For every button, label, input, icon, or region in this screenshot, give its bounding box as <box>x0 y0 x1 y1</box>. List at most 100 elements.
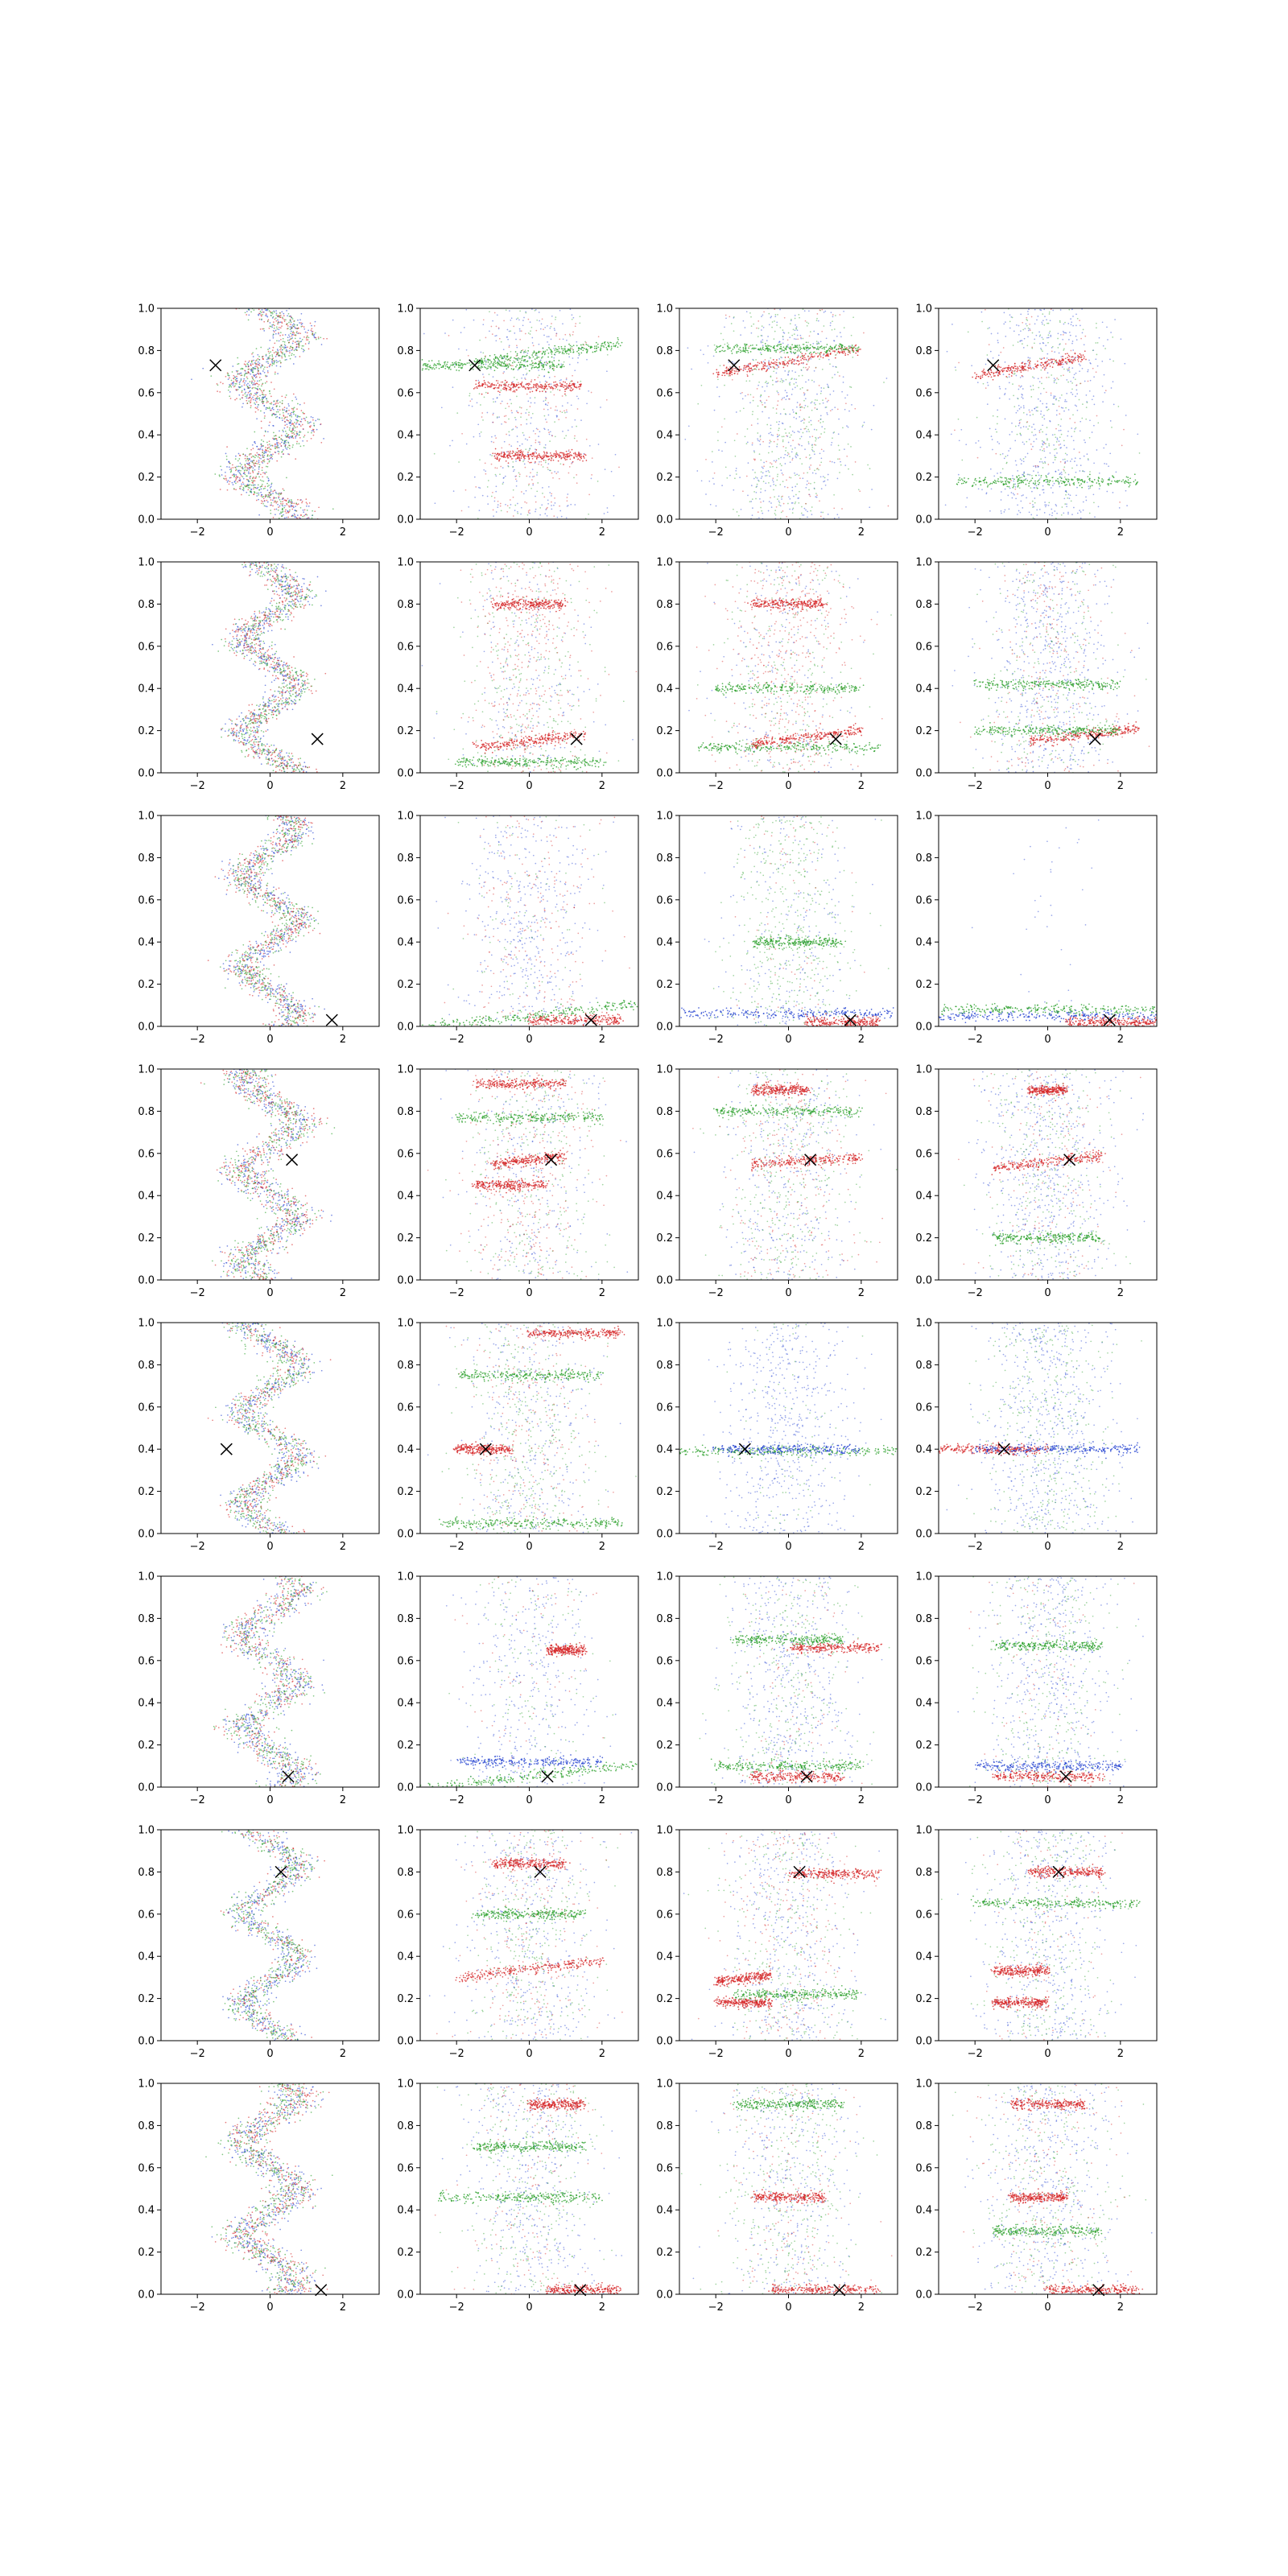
data-point <box>815 366 817 369</box>
data-point <box>1015 497 1017 500</box>
data-point <box>781 464 782 467</box>
data-point <box>270 448 272 451</box>
data-point <box>857 347 859 349</box>
data-point <box>447 361 448 363</box>
data-point <box>543 369 546 370</box>
data-point <box>254 486 256 489</box>
data-point <box>310 329 312 332</box>
data-point <box>556 349 559 351</box>
data-point <box>1022 441 1024 444</box>
data-point <box>711 451 713 452</box>
data-point <box>527 400 530 402</box>
data-point <box>257 357 259 360</box>
data-point <box>512 390 514 393</box>
data-point <box>525 312 527 314</box>
data-point <box>512 466 514 468</box>
data-point <box>485 336 487 339</box>
data-point <box>268 460 270 463</box>
data-point <box>729 316 731 318</box>
data-point <box>532 365 534 366</box>
data-point <box>311 430 313 431</box>
data-point <box>489 382 490 384</box>
data-point <box>494 435 496 437</box>
data-point <box>515 454 518 456</box>
data-point <box>785 398 787 401</box>
data-point <box>292 506 295 509</box>
data-point <box>229 481 231 482</box>
data-point <box>766 474 768 477</box>
data-point <box>490 366 493 368</box>
data-point <box>279 401 281 403</box>
data-point <box>458 366 460 369</box>
data-point <box>798 502 800 504</box>
data-point <box>484 462 486 464</box>
data-point <box>238 472 241 473</box>
data-point <box>487 361 489 363</box>
data-point <box>444 365 447 367</box>
data-point <box>796 483 799 485</box>
data-point <box>555 384 557 386</box>
data-point <box>804 448 806 450</box>
data-point <box>238 394 241 396</box>
data-point <box>501 362 503 364</box>
data-point <box>536 387 539 390</box>
data-point <box>508 434 510 436</box>
data-point <box>778 394 780 395</box>
data-point <box>733 508 734 510</box>
data-point <box>227 378 229 380</box>
data-point <box>745 351 746 353</box>
data-point <box>815 367 817 369</box>
data-point <box>829 350 831 353</box>
data-point <box>791 434 792 436</box>
data-point <box>465 349 468 351</box>
data-point <box>840 349 843 351</box>
data-point <box>829 348 831 349</box>
data-point <box>757 418 759 420</box>
data-point <box>550 459 552 461</box>
data-point <box>549 455 551 457</box>
data-point <box>235 455 237 457</box>
data-point <box>498 452 501 455</box>
data-point <box>816 342 818 345</box>
data-point <box>760 400 762 402</box>
data-point <box>508 389 510 390</box>
data-point <box>260 427 262 429</box>
data-point <box>281 322 283 324</box>
data-point <box>269 457 271 460</box>
data-point <box>478 486 480 489</box>
data-point <box>246 469 248 472</box>
data-point <box>1015 374 1018 377</box>
data-point <box>761 335 763 336</box>
data-point <box>269 325 271 328</box>
data-point <box>754 458 756 460</box>
data-point <box>863 421 865 423</box>
data-point <box>300 325 303 328</box>
data-point <box>296 514 299 516</box>
data-point <box>822 357 824 359</box>
subplot-r1-c1: −2 0 20.00.20.40.60.81.0 <box>138 303 380 539</box>
data-point <box>486 368 488 370</box>
data-point <box>817 346 819 348</box>
data-point <box>266 496 269 498</box>
data-point <box>536 357 538 359</box>
data-point <box>300 324 303 326</box>
data-point <box>753 365 754 367</box>
data-point <box>272 335 275 337</box>
data-point <box>254 402 255 404</box>
data-point <box>557 460 559 462</box>
data-point <box>527 510 530 512</box>
data-point <box>294 341 296 343</box>
data-point <box>558 345 559 348</box>
data-point <box>781 379 783 382</box>
data-point <box>438 360 440 362</box>
data-point <box>509 507 510 509</box>
data-point <box>299 518 301 519</box>
data-point <box>795 327 797 329</box>
data-point <box>510 445 513 447</box>
data-point <box>520 407 522 409</box>
data-point <box>296 328 299 330</box>
data-point <box>299 332 302 335</box>
data-point <box>1084 470 1085 473</box>
data-point <box>551 368 554 369</box>
data-point <box>535 449 538 451</box>
